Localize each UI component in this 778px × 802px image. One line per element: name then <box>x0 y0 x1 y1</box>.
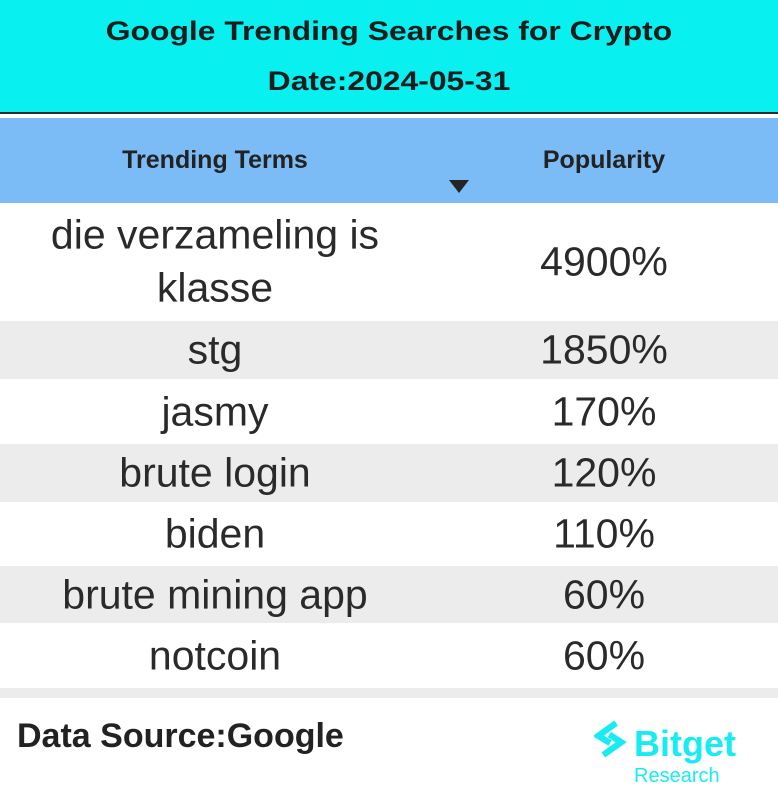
svg-text:Research: Research <box>634 765 720 787</box>
svg-text:Bitget: Bitget <box>634 723 736 764</box>
